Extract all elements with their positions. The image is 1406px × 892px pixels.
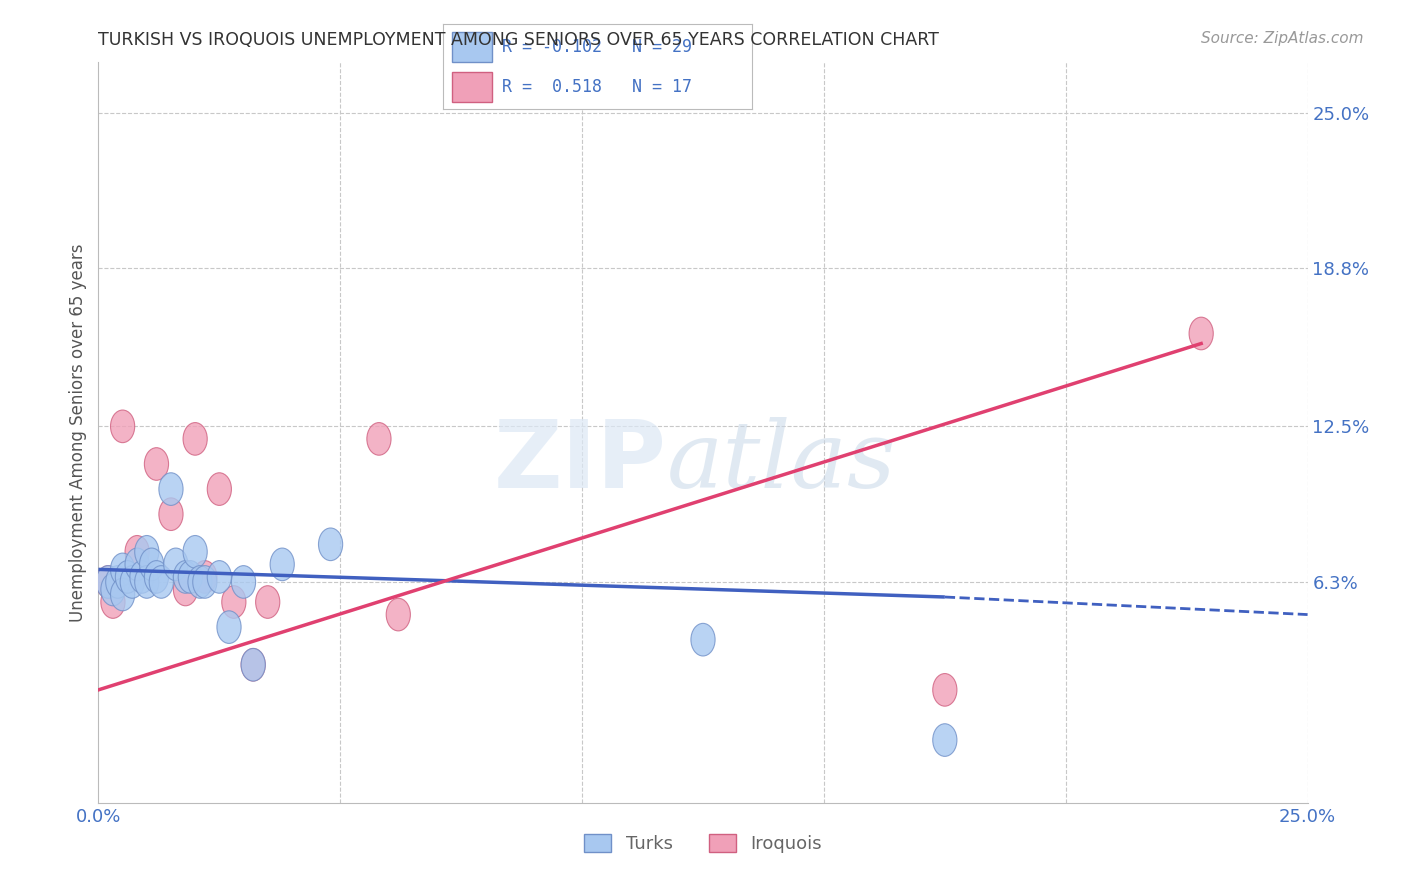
Ellipse shape	[125, 548, 149, 581]
Ellipse shape	[173, 574, 198, 606]
Ellipse shape	[120, 566, 145, 599]
Text: R = -0.102   N = 29: R = -0.102 N = 29	[502, 38, 692, 56]
Y-axis label: Unemployment Among Seniors over 65 years: Unemployment Among Seniors over 65 years	[69, 244, 87, 622]
Ellipse shape	[101, 586, 125, 618]
Ellipse shape	[387, 599, 411, 631]
Ellipse shape	[193, 560, 217, 593]
Text: ZIP: ZIP	[494, 417, 666, 508]
Text: TURKISH VS IROQUOIS UNEMPLOYMENT AMONG SENIORS OVER 65 YEARS CORRELATION CHART: TURKISH VS IROQUOIS UNEMPLOYMENT AMONG S…	[98, 31, 939, 49]
Ellipse shape	[96, 566, 120, 599]
Ellipse shape	[111, 578, 135, 611]
Ellipse shape	[240, 648, 266, 681]
Ellipse shape	[145, 560, 169, 593]
Ellipse shape	[232, 566, 256, 599]
Ellipse shape	[183, 423, 207, 455]
Ellipse shape	[111, 410, 135, 442]
Ellipse shape	[139, 548, 163, 581]
Ellipse shape	[149, 566, 173, 599]
Ellipse shape	[932, 673, 957, 706]
FancyBboxPatch shape	[453, 32, 492, 62]
Ellipse shape	[256, 586, 280, 618]
Ellipse shape	[179, 560, 202, 593]
Ellipse shape	[159, 473, 183, 506]
Text: atlas: atlas	[666, 417, 896, 508]
Ellipse shape	[217, 611, 240, 643]
Ellipse shape	[193, 566, 217, 599]
Ellipse shape	[1189, 318, 1213, 350]
Ellipse shape	[690, 624, 716, 656]
FancyBboxPatch shape	[453, 71, 492, 102]
Ellipse shape	[207, 560, 232, 593]
Ellipse shape	[222, 586, 246, 618]
Text: R =  0.518   N = 17: R = 0.518 N = 17	[502, 78, 692, 95]
Ellipse shape	[319, 528, 343, 560]
Ellipse shape	[96, 566, 120, 599]
Ellipse shape	[932, 723, 957, 756]
Ellipse shape	[188, 566, 212, 599]
Ellipse shape	[125, 535, 149, 568]
Legend: Turks, Iroquois: Turks, Iroquois	[576, 827, 830, 861]
Text: Source: ZipAtlas.com: Source: ZipAtlas.com	[1201, 31, 1364, 46]
Ellipse shape	[135, 535, 159, 568]
Ellipse shape	[207, 473, 232, 506]
Ellipse shape	[145, 448, 169, 480]
Ellipse shape	[183, 535, 207, 568]
Ellipse shape	[163, 548, 188, 581]
Ellipse shape	[240, 648, 266, 681]
Ellipse shape	[173, 560, 198, 593]
Ellipse shape	[159, 498, 183, 531]
Ellipse shape	[105, 566, 129, 599]
Ellipse shape	[111, 553, 135, 586]
Ellipse shape	[367, 423, 391, 455]
Ellipse shape	[101, 574, 125, 606]
Ellipse shape	[135, 566, 159, 599]
Ellipse shape	[129, 560, 155, 593]
Ellipse shape	[115, 560, 139, 593]
Ellipse shape	[270, 548, 294, 581]
